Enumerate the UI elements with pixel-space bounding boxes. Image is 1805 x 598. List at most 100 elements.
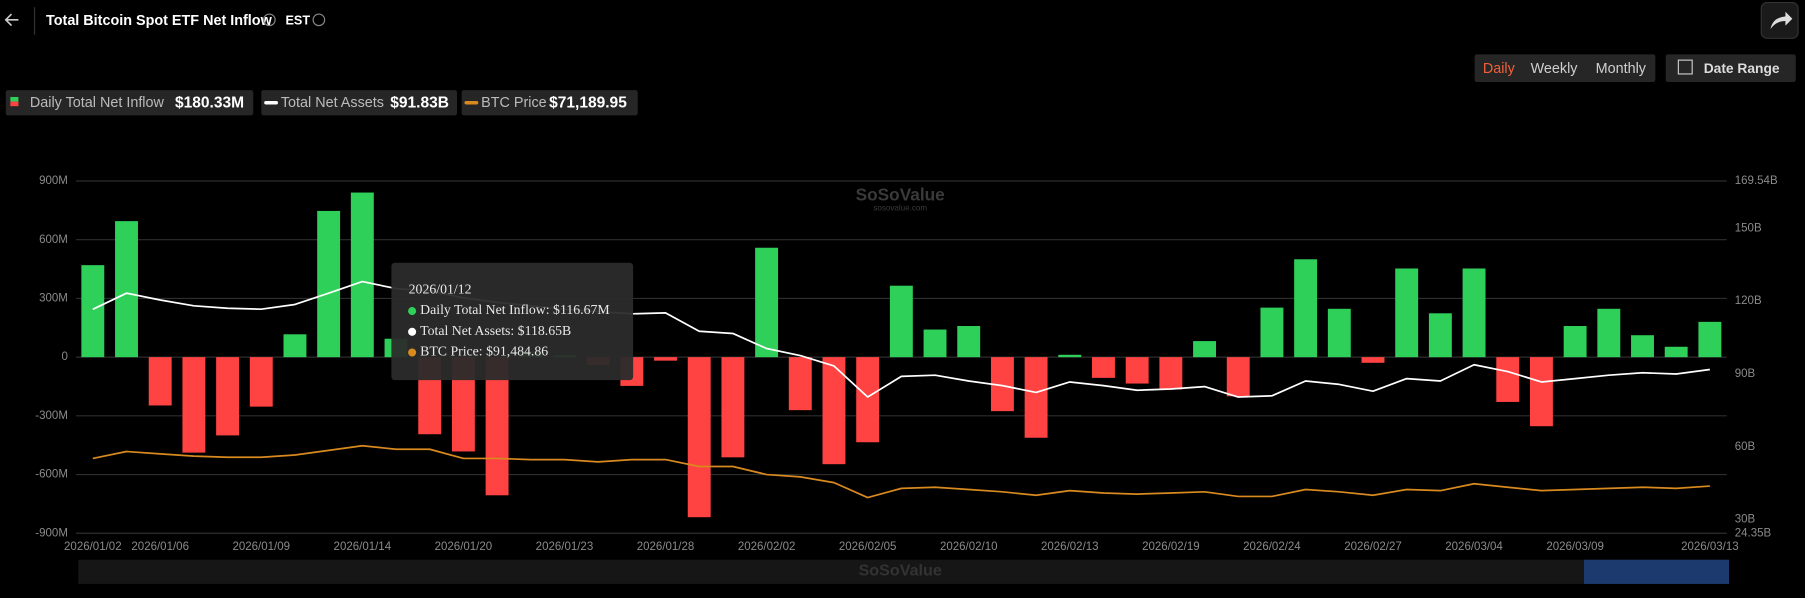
- tooltip-date: 2026/01/12: [409, 282, 472, 297]
- bar: [923, 329, 947, 358]
- bar: [1226, 357, 1250, 397]
- back-button[interactable]: [4, 13, 19, 27]
- x-tick-label: 2026/02/24: [1243, 541, 1301, 553]
- tooltip-line: Total Net Assets: $118.65B: [420, 323, 571, 338]
- bar: [687, 357, 711, 518]
- bar: [654, 357, 677, 361]
- bar: [317, 210, 341, 358]
- tooltip-line: BTC Price: $91,484.86: [420, 344, 548, 359]
- bar: [1159, 357, 1183, 390]
- x-tick-label: 2026/01/28: [637, 541, 695, 553]
- legend-label: Total Net Assets: [281, 95, 384, 111]
- summary-chip: [261, 90, 458, 116]
- bar: [148, 357, 172, 406]
- period-button[interactable]: Weekly: [1531, 61, 1579, 77]
- bar: [1428, 313, 1452, 358]
- legend-label: Daily Total Net Inflow: [30, 95, 165, 111]
- bar: [1092, 357, 1115, 378]
- navigator-window[interactable]: [1583, 559, 1730, 584]
- y-tick-label: -600M: [35, 469, 68, 481]
- period-switch: [1474, 54, 1656, 83]
- bar: [1496, 357, 1520, 402]
- bar: [1462, 268, 1486, 358]
- bar: [1631, 335, 1654, 358]
- x-tick-label: 2026/02/10: [940, 541, 998, 553]
- bar: [856, 357, 880, 443]
- navigator[interactable]: [78, 559, 1730, 584]
- y-tick-label: 900M: [39, 175, 68, 187]
- summary-chip: [461, 90, 638, 116]
- date-range-button[interactable]: Date Range: [1665, 54, 1796, 83]
- info-icon[interactable]: [263, 13, 276, 27]
- y2-tick-label: 120B: [1735, 295, 1762, 307]
- bar: [249, 357, 273, 407]
- period-button[interactable]: Monthly: [1596, 61, 1647, 77]
- bar: [1193, 341, 1217, 358]
- y-tick-label: 0: [62, 351, 68, 363]
- x-tick-label: 2026/02/02: [738, 541, 796, 553]
- date-range-box: [1665, 54, 1796, 83]
- y2-tick-label: 90B: [1735, 368, 1756, 380]
- bar: [889, 285, 913, 358]
- tooltip-dot: [408, 348, 417, 357]
- bar: [283, 334, 307, 358]
- bar: [788, 357, 812, 411]
- calendar-icon: [1677, 59, 1693, 75]
- share-icon: [1770, 11, 1793, 30]
- summary-value: $91.83B: [390, 94, 449, 111]
- y2-tick-label: 169.54B: [1735, 175, 1778, 187]
- share-button[interactable]: [1760, 2, 1799, 39]
- bar: [1395, 268, 1419, 358]
- info-icon[interactable]: [312, 13, 326, 27]
- y-tick-label: -300M: [35, 410, 68, 422]
- x-tick-label: 2026/01/14: [334, 541, 392, 553]
- tooltip-dot: [408, 327, 417, 336]
- bar: [115, 221, 138, 358]
- page-title: Total Bitcoin Spot ETF Net Inflow: [46, 13, 273, 29]
- bar: [1529, 357, 1553, 427]
- y-tick-label: 600M: [39, 234, 68, 246]
- summary-value: $180.33M: [175, 94, 244, 111]
- bar: [1125, 357, 1149, 384]
- bar: [1563, 326, 1587, 358]
- bar: [1294, 259, 1318, 358]
- y2-tick-label: 150B: [1735, 222, 1762, 234]
- date-range-label: Date Range: [1704, 60, 1780, 76]
- bar: [81, 265, 105, 358]
- bar: [451, 357, 475, 452]
- timezone: EST: [285, 13, 310, 27]
- x-tick-label: 2026/01/02: [64, 541, 122, 553]
- tooltip-dot: [408, 307, 417, 316]
- x-tick-label: 2026/02/19: [1142, 541, 1200, 553]
- x-tick-label: 2026/01/09: [232, 541, 290, 553]
- bar: [1361, 357, 1385, 363]
- navigator-watermark: SoSoValue: [859, 561, 942, 579]
- x-tick-label: 2026/02/05: [839, 541, 897, 553]
- bar: [957, 326, 981, 358]
- legend-label: BTC Price: [481, 95, 546, 111]
- x-tick-label: 2026/02/27: [1344, 541, 1402, 553]
- bar: [1327, 308, 1351, 358]
- x-tick-label: 2026/03/09: [1546, 541, 1604, 553]
- tooltip-line: Daily Total Net Inflow: $116.67M: [420, 302, 609, 317]
- x-tick-label: 2026/01/23: [536, 541, 594, 553]
- bar: [822, 357, 846, 465]
- y2-tick-label: 24.35B: [1735, 527, 1772, 539]
- legend-swatch: [10, 101, 19, 107]
- watermark-url: sosovalue.com: [873, 204, 927, 213]
- x-tick-label: 2026/01/20: [435, 541, 493, 553]
- bar: [721, 357, 745, 458]
- bar: [1664, 346, 1688, 358]
- bar: [990, 357, 1014, 412]
- back-icon: [4, 13, 19, 27]
- tooltip-box: [391, 262, 634, 381]
- period-button[interactable]: Daily: [1483, 61, 1516, 77]
- legend-swatch: [10, 96, 19, 102]
- y-tick-label: 300M: [39, 292, 68, 304]
- y-tick-label: -900M: [35, 527, 68, 539]
- x-tick-label: 2026/01/06: [131, 541, 189, 553]
- x-tick-label: 2026/03/13: [1681, 541, 1739, 553]
- y2-tick-label: 60B: [1735, 441, 1756, 453]
